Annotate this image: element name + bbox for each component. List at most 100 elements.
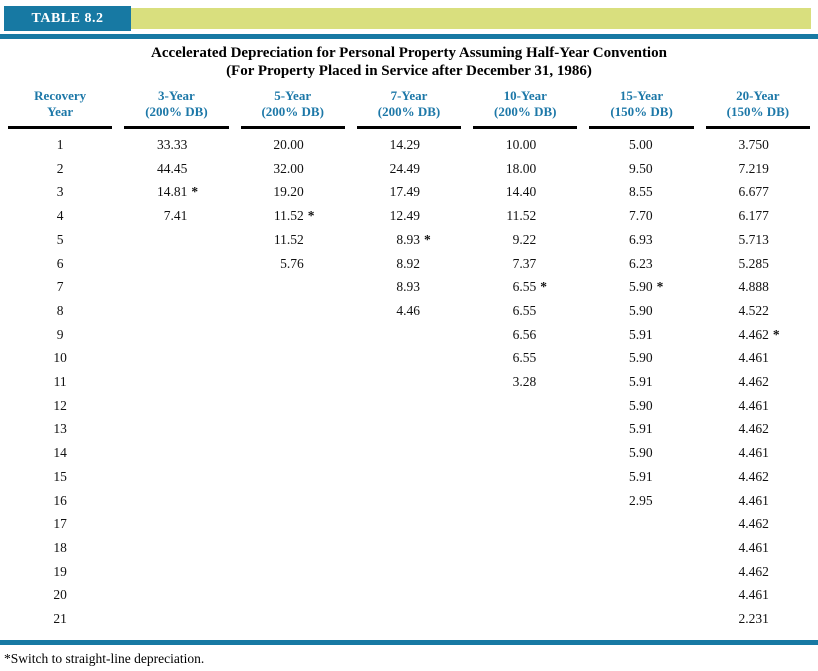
cell-number: 14.40 xyxy=(505,184,537,200)
depreciation-value-cell xyxy=(124,560,228,584)
table-row: 14 5.90 4.461 xyxy=(0,441,818,465)
depreciation-value-cell xyxy=(357,465,461,489)
depreciation-value-cell xyxy=(241,583,345,607)
depreciation-value-cell xyxy=(241,560,345,584)
recovery-year-cell: 18 xyxy=(53,539,67,555)
column-header-20-year: 20-Year (150% DB) xyxy=(705,88,810,129)
cell-number: 8.55 xyxy=(628,184,653,200)
table-header-row: Recovery Year 3-Year (200% DB) 5-Year (2… xyxy=(0,88,818,129)
cell-number: 24.49 xyxy=(389,160,420,176)
depreciation-value-cell: 5.285 xyxy=(706,252,810,276)
table-title: Accelerated Depreciation for Personal Pr… xyxy=(0,44,818,80)
depreciation-value-cell xyxy=(241,346,345,370)
depreciation-value-cell: 11.52 xyxy=(241,228,345,252)
depreciation-value-cell xyxy=(473,465,577,489)
depreciation-value-cell xyxy=(357,346,461,370)
table-row: 20 4.461 xyxy=(0,583,818,607)
cell-number: 17.49 xyxy=(389,184,420,200)
header-underline xyxy=(473,126,578,129)
depreciation-value-cell: 5.90 xyxy=(589,394,693,418)
depreciation-value-cell: 5.91 xyxy=(589,370,693,394)
table-row: 6 5.76 8.92 7.37 6.23 5.285 xyxy=(0,252,818,276)
depreciation-value-cell: 6.56 xyxy=(473,323,577,347)
depreciation-value-cell: 19.20 xyxy=(241,180,345,204)
cell-number: 5.285 xyxy=(738,255,769,271)
depreciation-value-cell: 2.231 xyxy=(706,607,810,631)
depreciation-value-cell: 7.70 xyxy=(589,204,693,228)
cell-number: 6.55 xyxy=(512,279,537,295)
depreciation-value-cell: 18.00 xyxy=(473,157,577,181)
depreciation-value-cell xyxy=(241,299,345,323)
depreciation-value-cell xyxy=(124,489,228,513)
table-row: 2 44.45 32.00 24.49 18.00 9.50 7.219 xyxy=(0,157,818,181)
table-row: 10 6.55 5.90 4.461 xyxy=(0,346,818,370)
cell-number: 14.81 xyxy=(157,184,188,200)
cell-number: 6.177 xyxy=(738,208,769,224)
cell-number: 5.90 xyxy=(628,350,653,366)
cell-number: 18.00 xyxy=(505,160,537,176)
table-row: 9 6.56 5.91 4.462 * xyxy=(0,323,818,347)
recovery-year-cell: 2 xyxy=(56,160,64,176)
depreciation-value-cell: 5.90 * xyxy=(589,275,693,299)
depreciation-value-cell xyxy=(357,417,461,441)
cell-number: 19.20 xyxy=(273,184,304,200)
depreciation-value-cell xyxy=(589,512,693,536)
recovery-year-cell: 16 xyxy=(53,492,67,508)
depreciation-value-cell: 5.91 xyxy=(589,417,693,441)
depreciation-value-cell xyxy=(241,607,345,631)
cell-number: 5.713 xyxy=(738,231,769,247)
depreciation-value-cell xyxy=(357,536,461,560)
depreciation-value-cell xyxy=(357,489,461,513)
depreciation-value-cell: 8.55 xyxy=(589,180,693,204)
cell-number: 6.55 xyxy=(512,350,537,366)
cell-number: 5.91 xyxy=(628,421,653,437)
cell-number: 9.22 xyxy=(512,231,537,247)
depreciation-value-cell xyxy=(357,583,461,607)
cell-number: 6.93 xyxy=(628,231,653,247)
recovery-year-cell: 19 xyxy=(53,563,67,579)
cell-number: 2.95 xyxy=(628,492,653,508)
depreciation-value-cell xyxy=(357,441,461,465)
table-footnote: *Switch to straight-line depreciation. xyxy=(4,650,205,666)
depreciation-value-cell xyxy=(473,489,577,513)
recovery-year-cell: 6 xyxy=(56,255,64,271)
depreciation-value-cell: 33.33 xyxy=(124,133,228,157)
table-row: 15 5.91 4.462 xyxy=(0,465,818,489)
recovery-year-cell: 11 xyxy=(53,374,67,390)
depreciation-value-cell xyxy=(124,536,228,560)
cell-number: 5.76 xyxy=(280,255,304,271)
depreciation-value-cell: 8.93 xyxy=(357,275,461,299)
recovery-year-cell: 9 xyxy=(56,326,64,342)
depreciation-value-cell xyxy=(473,512,577,536)
depreciation-value-cell xyxy=(589,607,693,631)
depreciation-value-cell: 6.177 xyxy=(706,204,810,228)
cell-number: 4.462 xyxy=(738,421,769,437)
column-header-recovery-year: Recovery Year xyxy=(8,88,113,129)
depreciation-value-cell: 5.713 xyxy=(706,228,810,252)
depreciation-value-cell xyxy=(357,512,461,536)
depreciation-value-cell: 14.29 xyxy=(357,133,461,157)
depreciation-value-cell: 7.37 xyxy=(473,252,577,276)
straight-line-switch-asterisk: * xyxy=(656,279,664,295)
cell-number: 4.461 xyxy=(738,539,769,555)
cell-number: 3.750 xyxy=(738,137,769,152)
cell-number: 7.70 xyxy=(628,208,653,224)
header-accent-band xyxy=(131,8,811,29)
header-underline xyxy=(705,126,810,129)
depreciation-value-cell xyxy=(124,512,228,536)
depreciation-value-cell xyxy=(124,228,228,252)
depreciation-value-cell xyxy=(241,370,345,394)
table-title-line1: Accelerated Depreciation for Personal Pr… xyxy=(151,45,667,61)
depreciation-value-cell: 9.22 xyxy=(473,228,577,252)
cell-number: 4.462 xyxy=(738,326,769,342)
table-row: 16 2.95 4.461 xyxy=(0,489,818,513)
recovery-year-cell: 3 xyxy=(56,184,64,200)
recovery-year-cell: 17 xyxy=(53,516,67,532)
recovery-year-cell: 7 xyxy=(56,279,64,295)
cell-number: 4.461 xyxy=(738,445,769,461)
cell-number: 11.52 xyxy=(273,231,304,247)
depreciation-value-cell: 32.00 xyxy=(241,157,345,181)
depreciation-value-cell xyxy=(124,465,228,489)
cell-number: 4.462 xyxy=(738,374,769,390)
